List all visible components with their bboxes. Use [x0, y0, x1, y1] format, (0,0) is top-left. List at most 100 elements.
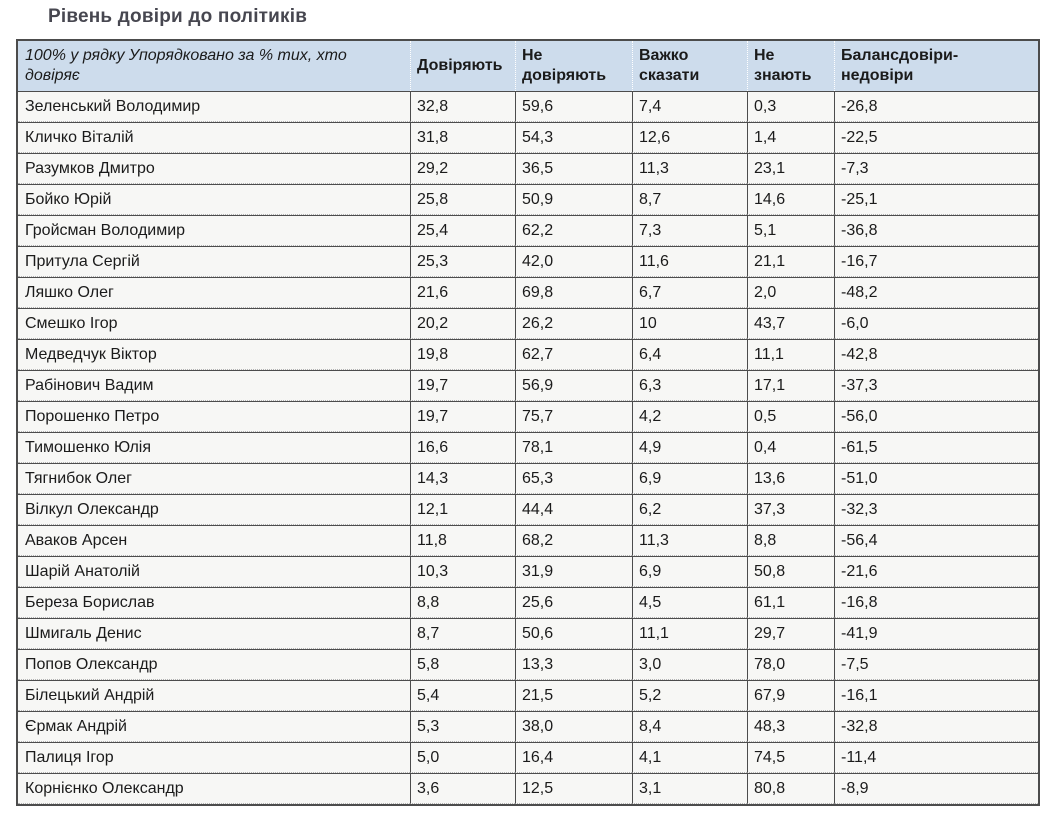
- table-row: Притула Сергій 25,3 42,0 11,6 21,1 -16,7: [18, 246, 1038, 277]
- value-cell-2: 68,2: [515, 525, 632, 556]
- value-cell-1: 5,3: [410, 711, 515, 742]
- value-cell-3: 12,6: [632, 122, 747, 153]
- value-cell-3: 10: [632, 308, 747, 339]
- table-row: Зеленський Володимир 32,8 59,6 7,4 0,3 -26,8: [18, 91, 1038, 122]
- value-cell-1: 19,7: [410, 401, 515, 432]
- table-body: Зеленський Володимир 32,8 59,6 7,4 0,3 -26,8 К…: [18, 91, 1038, 804]
- value-cell-5: -21,6: [834, 556, 1038, 587]
- table-row: Ляшко Олег 21,6 69,8 6,7 2,0 -48,2: [18, 277, 1038, 308]
- value-cell-5: -11,4: [834, 742, 1038, 773]
- column-header-3: Важко сказати: [632, 41, 747, 91]
- value-cell-4: 74,5: [747, 742, 834, 773]
- politician-name-cell: Порошенко Петро: [18, 401, 410, 432]
- table-row: Палиця Ігор 5,0 16,4 4,1 74,5 -11,4: [18, 742, 1038, 773]
- value-cell-1: 3,6: [410, 773, 515, 804]
- value-cell-1: 19,7: [410, 370, 515, 401]
- table-row: Разумков Дмитро 29,2 36,5 11,3 23,1 -7,3: [18, 153, 1038, 184]
- table-row: Порошенко Петро 19,7 75,7 4,2 0,5 -56,0: [18, 401, 1038, 432]
- value-cell-2: 65,3: [515, 463, 632, 494]
- politician-name-cell: Зеленський Володимир: [18, 91, 410, 122]
- table-row: Тимошенко Юлія 16,6 78,1 4,9 0,4 -61,5: [18, 432, 1038, 463]
- politician-name-cell: Палиця Ігор: [18, 742, 410, 773]
- value-cell-2: 13,3: [515, 649, 632, 680]
- politician-name-cell: Смешко Ігор: [18, 308, 410, 339]
- value-cell-2: 50,9: [515, 184, 632, 215]
- value-cell-4: 14,6: [747, 184, 834, 215]
- politician-name-cell: Вілкул Олександр: [18, 494, 410, 525]
- value-cell-5: -32,3: [834, 494, 1038, 525]
- politician-name-cell: Притула Сергій: [18, 246, 410, 277]
- value-cell-1: 5,0: [410, 742, 515, 773]
- value-cell-3: 6,9: [632, 463, 747, 494]
- value-cell-4: 80,8: [747, 773, 834, 804]
- table-row: Гройсман Володимир 25,4 62,2 7,3 5,1 -36,8: [18, 215, 1038, 246]
- politician-name-cell: Медведчук Віктор: [18, 339, 410, 370]
- table-row: Шарій Анатолій 10,3 31,9 6,9 50,8 -21,6: [18, 556, 1038, 587]
- value-cell-4: 0,4: [747, 432, 834, 463]
- value-cell-2: 26,2: [515, 308, 632, 339]
- politician-name-cell: Шмигаль Денис: [18, 618, 410, 649]
- value-cell-2: 12,5: [515, 773, 632, 804]
- politician-name-cell: Білецький Андрій: [18, 680, 410, 711]
- politician-name-cell: Аваков Арсен: [18, 525, 410, 556]
- value-cell-5: -6,0: [834, 308, 1038, 339]
- value-cell-5: -41,9: [834, 618, 1038, 649]
- value-cell-4: 1,4: [747, 122, 834, 153]
- value-cell-3: 6,2: [632, 494, 747, 525]
- value-cell-1: 21,6: [410, 277, 515, 308]
- value-cell-5: -61,5: [834, 432, 1038, 463]
- trust-levels-table: 100% у рядку Упорядковано за % тих, хто …: [16, 39, 1040, 806]
- value-cell-1: 5,8: [410, 649, 515, 680]
- value-cell-5: -56,4: [834, 525, 1038, 556]
- value-cell-2: 62,2: [515, 215, 632, 246]
- value-cell-5: -8,9: [834, 773, 1038, 804]
- value-cell-3: 4,5: [632, 587, 747, 618]
- value-cell-2: 42,0: [515, 246, 632, 277]
- value-cell-1: 19,8: [410, 339, 515, 370]
- value-cell-4: 37,3: [747, 494, 834, 525]
- politician-name-cell: Попов Олександр: [18, 649, 410, 680]
- value-cell-1: 16,6: [410, 432, 515, 463]
- value-cell-1: 12,1: [410, 494, 515, 525]
- value-cell-5: -56,0: [834, 401, 1038, 432]
- value-cell-3: 4,1: [632, 742, 747, 773]
- politician-name-cell: Кличко Віталій: [18, 122, 410, 153]
- value-cell-5: -36,8: [834, 215, 1038, 246]
- corner-header: 100% у рядку Упорядковано за % тих, хто …: [18, 41, 410, 91]
- value-cell-2: 31,9: [515, 556, 632, 587]
- value-cell-5: -16,7: [834, 246, 1038, 277]
- politician-name-cell: Тягнибок Олег: [18, 463, 410, 494]
- politician-name-cell: Ляшко Олег: [18, 277, 410, 308]
- value-cell-1: 25,8: [410, 184, 515, 215]
- value-cell-1: 11,8: [410, 525, 515, 556]
- value-cell-3: 11,3: [632, 525, 747, 556]
- header-row: 100% у рядку Упорядковано за % тих, хто …: [18, 41, 1038, 91]
- table-row: Корнієнко Олександр 3,6 12,5 3,1 80,8 -8,9: [18, 773, 1038, 804]
- value-cell-4: 29,7: [747, 618, 834, 649]
- value-cell-4: 17,1: [747, 370, 834, 401]
- table-row: Білецький Андрій 5,4 21,5 5,2 67,9 -16,1: [18, 680, 1038, 711]
- value-cell-2: 59,6: [515, 91, 632, 122]
- value-cell-3: 11,6: [632, 246, 747, 277]
- value-cell-3: 7,3: [632, 215, 747, 246]
- table-row: Аваков Арсен 11,8 68,2 11,3 8,8 -56,4: [18, 525, 1038, 556]
- value-cell-3: 11,3: [632, 153, 747, 184]
- value-cell-2: 78,1: [515, 432, 632, 463]
- value-cell-4: 13,6: [747, 463, 834, 494]
- politician-name-cell: Береза Борислав: [18, 587, 410, 618]
- column-header-5: Балансдовіри-недовіри: [834, 41, 1038, 91]
- table-row: Єрмак Андрій 5,3 38,0 8,4 48,3 -32,8: [18, 711, 1038, 742]
- value-cell-1: 20,2: [410, 308, 515, 339]
- value-cell-1: 8,7: [410, 618, 515, 649]
- value-cell-5: -37,3: [834, 370, 1038, 401]
- column-header-1: Довіряють: [410, 41, 515, 91]
- value-cell-4: 2,0: [747, 277, 834, 308]
- value-cell-4: 5,1: [747, 215, 834, 246]
- value-cell-4: 67,9: [747, 680, 834, 711]
- value-cell-2: 56,9: [515, 370, 632, 401]
- value-cell-5: -26,8: [834, 91, 1038, 122]
- value-cell-1: 25,3: [410, 246, 515, 277]
- value-cell-2: 44,4: [515, 494, 632, 525]
- value-cell-1: 32,8: [410, 91, 515, 122]
